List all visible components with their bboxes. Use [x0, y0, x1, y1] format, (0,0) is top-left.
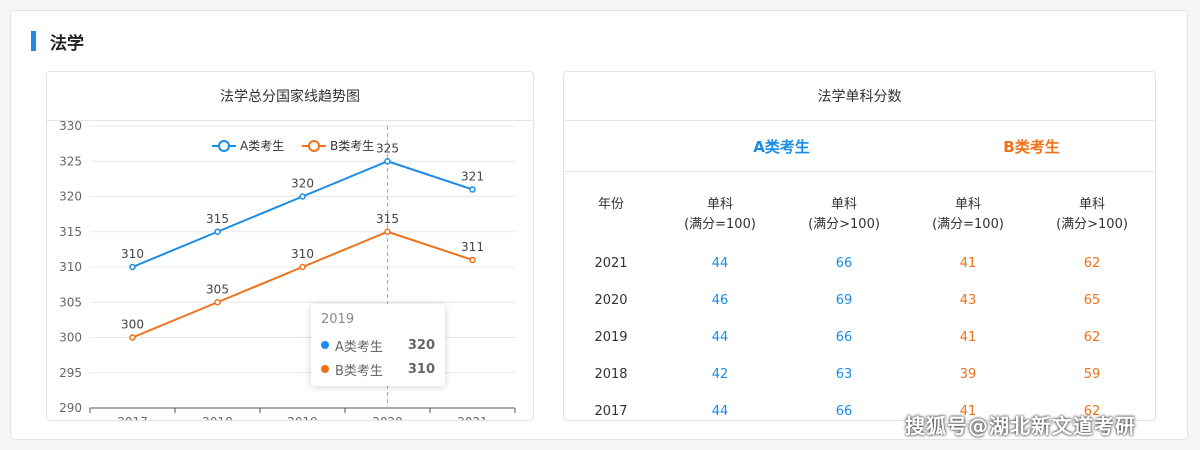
chart-card-title: 法学总分国家线趋势图 [47, 72, 533, 121]
table-cell-4-1: 44 [711, 404, 729, 419]
data-point-1-0 [129, 334, 136, 341]
data-point-0-4 [469, 186, 476, 193]
table-cell-0-4: 62 [1083, 256, 1101, 271]
table-header-2-line2: (满分>100) [808, 217, 880, 232]
data-label-1-3: 315 [376, 212, 399, 226]
table-header-4-line1: 单科 [1078, 197, 1105, 212]
table-cell-3-2: 63 [835, 367, 853, 382]
table-cell-4-4: 62 [1083, 404, 1101, 419]
line-chart: A类考生 B类考生 290 295 300 305 310 315 320 325 330 2017 2… [59, 121, 516, 421]
y-tick-label-8: 330 [59, 121, 82, 133]
table-header-0-line1: 年份 [597, 197, 624, 212]
y-tick-label-5: 315 [59, 225, 82, 239]
tooltip-title: 2019 [321, 312, 355, 327]
table-cell-3-3: 39 [959, 367, 977, 382]
page-panel: 法学 法学总分国家线趋势图 A类考生 B类考生 290 295 300 305 310 315… [10, 10, 1188, 440]
tooltip-row-b: B类考生 310 [321, 357, 435, 381]
data-label-1-1: 305 [206, 282, 229, 296]
legend-marker-0 [218, 140, 230, 152]
y-tick-label-6: 320 [59, 190, 82, 204]
tooltip-name-b: B类考生 [335, 363, 383, 379]
data-label-0-3: 325 [376, 141, 399, 155]
table-cell-3-1: 42 [711, 367, 729, 382]
score-table-card: 法学单科分数 A类考生 B类考生 年份 单科 (满分=100) 单科 (满分>100) 单… [563, 71, 1156, 421]
legend-label-1: B类考生 [330, 139, 374, 153]
group-b-label: B类考生 [1003, 137, 1060, 156]
x-tick-label-3: 2020 [372, 415, 403, 421]
table-header-4-line2: (满分>100) [1056, 217, 1128, 232]
section-accent-bar [31, 31, 36, 51]
y-tick-label-0: 290 [59, 401, 82, 415]
tooltip-name-a: A类考生 [335, 339, 383, 355]
data-point-0-1 [214, 228, 221, 235]
tooltip-row-a: A类考生 320 [321, 333, 435, 357]
legend-marker-1 [308, 140, 320, 152]
table-cell-1-3: 43 [959, 293, 977, 308]
x-tick-label-0: 2017 [117, 415, 148, 421]
data-point-1-2 [299, 263, 306, 271]
tooltip-value-b: 310 [407, 361, 435, 377]
table-cell-3-0: 2018 [594, 367, 628, 382]
data-label-1-4: 311 [461, 240, 484, 254]
trend-chart-card: 法学总分国家线趋势图 A类考生 B类考生 290 295 300 305 310 315 320… [46, 71, 534, 421]
data-label-0-4: 321 [461, 169, 484, 183]
data-label-1-2: 310 [291, 247, 314, 261]
table-cell-3-4: 59 [1083, 367, 1101, 382]
legend-label-0: A类考生 [240, 139, 284, 153]
data-point-1-3 [384, 228, 391, 235]
x-tick-label-2: 2019 [287, 415, 318, 421]
data-label-0-2: 320 [291, 177, 314, 191]
data-point-0-0 [129, 263, 136, 271]
table-cell-2-3: 41 [959, 330, 977, 345]
table-cell-0-0: 2021 [594, 256, 628, 271]
table-header-3-line2: (满分=100) [932, 217, 1004, 232]
table-cell-2-0: 2019 [594, 330, 628, 345]
y-tick-label-1: 295 [59, 366, 82, 380]
tooltip-dot-b [321, 365, 329, 373]
data-label-0-0: 310 [121, 247, 144, 261]
watermark: 搜狐号@湖北新文道考研 [905, 414, 1136, 438]
table-header-1-line1: 单科 [706, 197, 733, 212]
table-header-1-line2: (满分=100) [684, 217, 756, 232]
data-label-0-1: 315 [206, 212, 229, 226]
table-cell-1-1: 46 [711, 293, 729, 308]
tooltip-value-a: 320 [407, 337, 435, 353]
table-cell-1-0: 2020 [594, 293, 628, 308]
table-card-title: 法学单科分数 [564, 72, 1155, 121]
chart-tooltip: 2019 A类考生 320 B类考生 310 [311, 304, 445, 386]
table-cell-4-3: 41 [959, 404, 977, 419]
data-point-1-4 [469, 256, 476, 264]
table-header-2-line1: 单科 [830, 197, 857, 212]
table-cell-0-2: 66 [835, 256, 853, 271]
table-cell-4-2: 66 [835, 404, 853, 419]
table-cell-2-2: 66 [835, 330, 853, 345]
y-tick-label-3: 305 [59, 295, 82, 309]
y-tick-label-7: 325 [59, 154, 82, 168]
section-header: 法学 [31, 29, 84, 54]
table-cell-2-1: 44 [711, 330, 729, 345]
y-tick-label-4: 310 [59, 260, 82, 274]
group-a-label: A类考生 [753, 137, 810, 156]
table-cell-1-2: 69 [835, 293, 853, 308]
section-title: 法学 [50, 33, 84, 54]
data-point-1-1 [214, 299, 221, 306]
tooltip-dot-a [321, 341, 329, 349]
table-cell-2-4: 62 [1083, 330, 1101, 345]
y-tick-label-2: 300 [59, 331, 82, 345]
table-cell-0-1: 44 [711, 256, 729, 271]
data-label-1-0: 300 [121, 318, 144, 332]
data-point-0-2 [299, 193, 306, 200]
x-tick-label-1: 2018 [202, 415, 233, 421]
table-cell-0-3: 41 [959, 256, 977, 271]
group-header-row: A类考生 B类考生 [564, 121, 1155, 172]
table-cell-4-0: 2017 [594, 404, 628, 419]
data-point-0-3 [384, 158, 391, 165]
x-tick-label-4: 2021 [457, 415, 488, 421]
table-cell-1-4: 65 [1083, 293, 1101, 308]
table-header-3-line1: 单科 [954, 197, 981, 212]
